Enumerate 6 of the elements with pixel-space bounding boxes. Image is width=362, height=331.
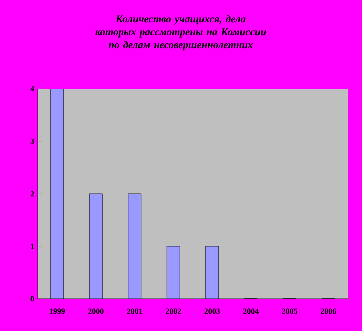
- bar: [50, 89, 64, 299]
- bar: [128, 194, 142, 299]
- bar: [167, 246, 180, 299]
- chart-title: Количество учащихся, дела которых рассмотрены на Комиссии по делам несовершеннолетних: [96, 15, 266, 51]
- bar: [90, 194, 103, 299]
- bar: [206, 246, 219, 299]
